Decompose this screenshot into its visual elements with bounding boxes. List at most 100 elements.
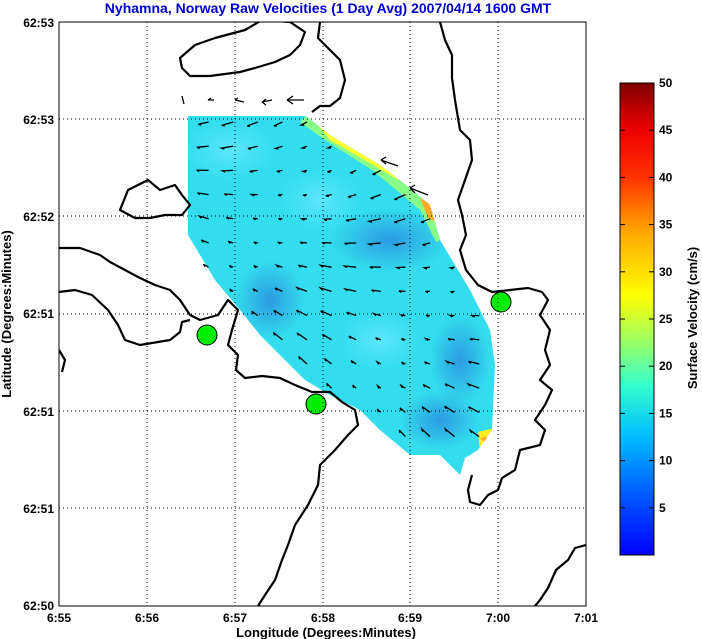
colorbar-tick-label: 5: [659, 501, 666, 515]
velocity-arrow: [324, 357, 333, 365]
velocity-arrow: [443, 426, 456, 438]
colorbar-tick-label: 35: [659, 218, 673, 232]
velocity-arrow: [444, 383, 455, 389]
velocity-arrow: [223, 193, 234, 197]
plot-area: [58, 21, 587, 607]
velocity-arrow: [196, 145, 209, 150]
velocity-arrow: [299, 218, 307, 221]
velocity-arrow: [198, 121, 209, 126]
velocity-arrow: [371, 289, 381, 293]
velocity-arrow: [253, 264, 259, 269]
velocity-arrow: [225, 216, 234, 220]
velocity-arrow: [450, 290, 455, 294]
x-tick-label: 6:55: [47, 611, 71, 625]
velocity-arrow: [371, 312, 381, 317]
colorbar-ticks: 5 10 15 20 25 30 35 40 45 50: [620, 76, 673, 515]
velocity-arrow: [253, 241, 258, 245]
velocity-arrow: [469, 314, 480, 318]
y-tick-label: 62:51: [23, 502, 54, 516]
velocity-arrow: [202, 263, 209, 268]
colorbar-tick-label: 45: [659, 123, 673, 137]
velocity-arrow: [272, 332, 283, 341]
station-west-marker[interactable]: [196, 324, 218, 346]
velocity-arrow: [272, 145, 283, 150]
velocity-arrow: [323, 218, 332, 222]
colorbar-tick-label: 20: [659, 359, 673, 373]
colorbar-tick-label: 50: [659, 76, 673, 90]
velocity-arrow: [346, 311, 357, 317]
velocity-arrow: [392, 242, 406, 247]
velocity-arrow: [252, 217, 258, 221]
velocity-arrow: [468, 428, 480, 438]
y-axis-label: Latitude (Degrees:Minutes): [0, 230, 14, 398]
velocity-arrow: [400, 313, 406, 318]
x-tick-label: 7:01: [574, 611, 598, 625]
velocity-arrow: [399, 383, 406, 389]
colorbar-tick-label: 40: [659, 170, 673, 184]
velocity-arrow: [247, 145, 258, 150]
velocity-arrow: [375, 383, 382, 389]
velocity-arrow: [366, 242, 381, 246]
velocity-arrow: [321, 241, 332, 245]
velocity-arrow: [277, 193, 283, 197]
velocity-arrow: [468, 360, 480, 365]
velocity-arrow: [422, 383, 431, 389]
velocity-arrow: [246, 121, 259, 128]
velocity-arrow: [423, 337, 431, 342]
colorbar: 5 10 15 20 25 30 35 40 45 50 Surface Velocity (cm…: [619, 76, 700, 556]
velocity-arrow: [325, 145, 332, 149]
velocity-arrow: [227, 240, 234, 244]
velocity-arrow: [375, 337, 382, 341]
grid: [59, 22, 586, 606]
velocity-arrow: [422, 242, 431, 247]
y-tick-label: 62:50: [23, 599, 54, 613]
velocity-arrow: [318, 264, 332, 268]
x-axis-label: Longitude (Degrees:Minutes): [236, 625, 416, 639]
velocity-arrow: [273, 121, 283, 127]
velocity-arrow: [398, 290, 406, 294]
velocity-arrow: [394, 218, 406, 224]
velocity-arrow: [345, 218, 357, 222]
y-tick-label: 62:53: [23, 113, 54, 127]
velocity-arrow: [274, 263, 283, 268]
velocity-arrow: [352, 384, 357, 389]
velocity-arrow: [366, 218, 381, 223]
velocity-arrow: [401, 361, 406, 365]
x-tick-label: 7:00: [486, 611, 510, 625]
velocity-arrow: [302, 193, 308, 197]
velocity-arrow: [295, 286, 308, 293]
stations: [196, 291, 512, 415]
velocity-arrow: [398, 429, 406, 438]
velocity-arrow: [447, 337, 455, 342]
station-south-marker[interactable]: [305, 393, 327, 415]
velocity-arrow: [342, 287, 357, 293]
colorbar-label: Surface Velocity (cm/s): [685, 247, 700, 389]
velocity-arrow: [299, 241, 308, 245]
velocity-arrow: [375, 359, 382, 365]
colorbar-tick-label: 10: [659, 454, 673, 468]
velocity-arrow: [229, 288, 234, 293]
velocity-arrow: [447, 314, 455, 318]
velocity-arrow: [298, 121, 308, 126]
colorbar-tick-label: 30: [659, 265, 673, 279]
velocity-arrow: [447, 266, 455, 270]
velocity-arrow: [424, 361, 431, 365]
velocity-arrow: [347, 193, 357, 199]
velocity-arrow: [274, 287, 283, 292]
velocity-arrow: [370, 193, 382, 200]
velocity-arrow: [466, 382, 480, 389]
velocity-arrow: [278, 217, 283, 221]
velocity-arrow: [348, 335, 357, 341]
velocity-arrow: [300, 169, 308, 173]
velocity-arrow: [372, 169, 382, 176]
velocity-vectors-top: [181, 95, 429, 196]
velocity-arrow: [249, 193, 258, 197]
velocity-arrow: [249, 169, 258, 174]
velocity-arrow: [196, 169, 209, 173]
velocity-arrow: [394, 266, 406, 270]
velocity-arrow: [297, 264, 308, 268]
velocity-arrow: [401, 337, 406, 342]
velocity-arrow: [425, 314, 431, 318]
station-east-marker[interactable]: [490, 291, 512, 313]
